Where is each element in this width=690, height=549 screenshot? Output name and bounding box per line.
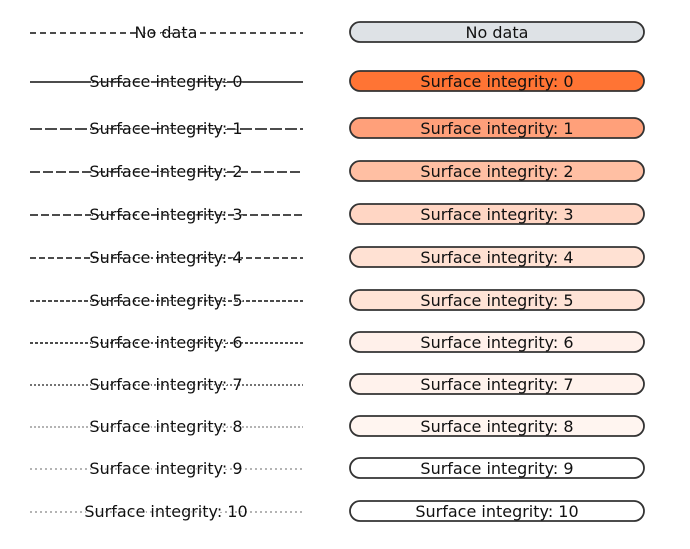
fill-color-label: Surface integrity: 2 <box>420 162 573 181</box>
fill-color-label: Surface integrity: 9 <box>420 459 573 478</box>
fill-color-swatch <box>349 415 645 437</box>
fill-color-swatch <box>349 70 645 92</box>
legend-row: Surface integrity: 9 Surface integrity: 9 <box>30 457 645 480</box>
legend-row: Surface integrity: 3 Surface integrity: 3 <box>30 203 645 226</box>
legend-row: Surface integrity: 2 Surface integrity: 2 <box>30 160 645 183</box>
line-style-label: Surface integrity: 3 <box>89 205 242 224</box>
legend-row: Surface integrity: 6 Surface integrity: 6 <box>30 331 645 354</box>
line-style-label: Surface integrity: 2 <box>89 162 242 181</box>
line-style-label: Surface integrity: 9 <box>89 459 242 478</box>
legend-row: Surface integrity: 10 Surface integrity: … <box>30 500 645 523</box>
fill-color-swatch <box>349 373 645 395</box>
fill-color-swatch <box>349 457 645 479</box>
legend-row: Surface integrity: 7 Surface integrity: 7 <box>30 373 645 396</box>
fill-color-label: Surface integrity: 1 <box>420 119 573 138</box>
line-style-label: Surface integrity: 0 <box>89 72 242 91</box>
line-style-label: Surface integrity: 4 <box>89 248 242 267</box>
fill-color-swatch <box>349 203 645 225</box>
line-style-label: Surface integrity: 6 <box>89 333 242 352</box>
fill-color-swatch <box>349 160 645 182</box>
fill-color-label: Surface integrity: 3 <box>420 205 573 224</box>
legend-row: Surface integrity: 0 Surface integrity: 0 <box>30 70 645 93</box>
line-style-label: Surface integrity: 1 <box>89 119 242 138</box>
fill-color-swatch <box>349 117 645 139</box>
legend-row: Surface integrity: 1 Surface integrity: 1 <box>30 117 645 140</box>
fill-color-label: Surface integrity: 4 <box>420 248 573 267</box>
fill-color-swatch <box>349 331 645 353</box>
fill-color-label: Surface integrity: 0 <box>420 72 573 91</box>
line-style-label: No data <box>135 23 198 42</box>
line-style-label: Surface integrity: 7 <box>89 375 242 394</box>
fill-color-swatch <box>349 289 645 311</box>
fill-color-label: Surface integrity: 7 <box>420 375 573 394</box>
line-style-label: Surface integrity: 5 <box>89 291 242 310</box>
fill-color-swatch <box>349 500 645 522</box>
fill-color-label: No data <box>466 23 529 42</box>
legend-row: Surface integrity: 4 Surface integrity: 4 <box>30 246 645 269</box>
line-style-label: Surface integrity: 8 <box>89 417 242 436</box>
fill-color-label: Surface integrity: 8 <box>420 417 573 436</box>
legend-row: Surface integrity: 8 Surface integrity: 8 <box>30 415 645 438</box>
legend-row: No data No data <box>30 21 645 44</box>
fill-color-label: Surface integrity: 5 <box>420 291 573 310</box>
legend-row: Surface integrity: 5 Surface integrity: 5 <box>30 289 645 312</box>
fill-color-label: Surface integrity: 10 <box>415 502 578 521</box>
fill-color-swatch <box>349 246 645 268</box>
line-style-label: Surface integrity: 10 <box>84 502 247 521</box>
fill-color-swatch <box>349 21 645 43</box>
fill-color-label: Surface integrity: 6 <box>420 333 573 352</box>
